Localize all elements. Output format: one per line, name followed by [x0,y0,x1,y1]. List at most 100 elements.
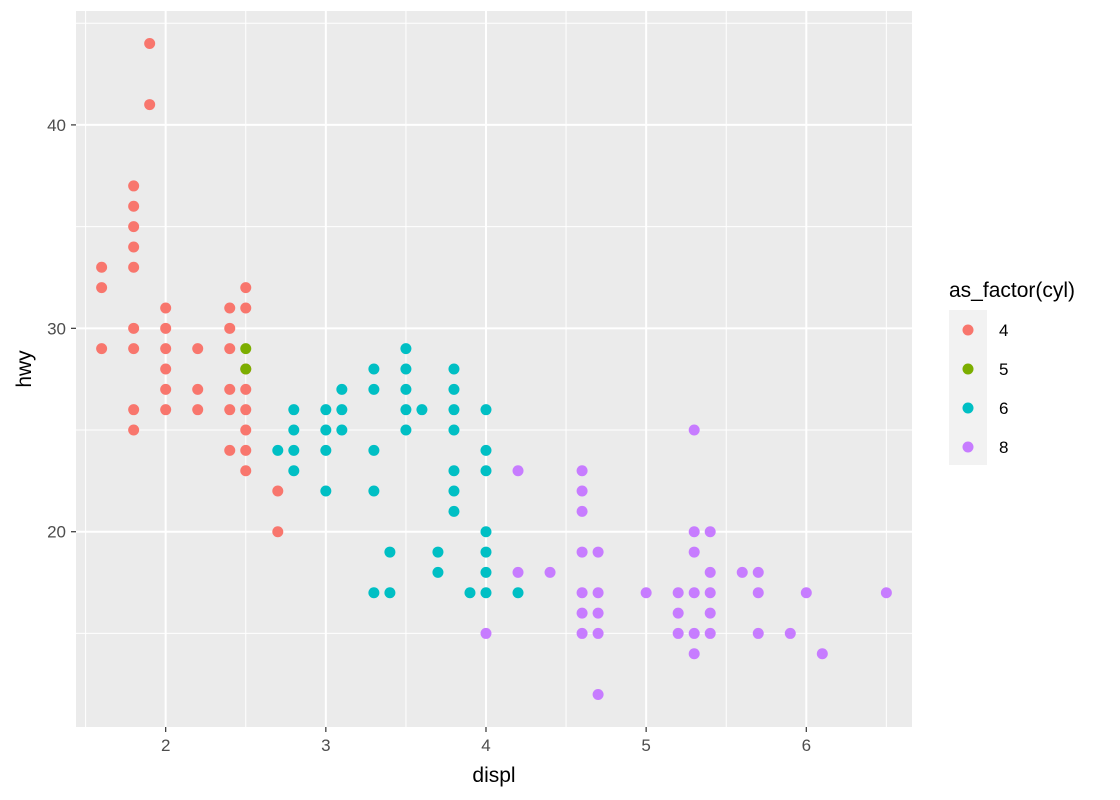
data-point-cyl-4 [128,200,140,212]
data-point-cyl-8 [688,627,700,639]
data-point-cyl-6 [288,465,300,477]
data-point-cyl-8 [704,566,716,578]
data-point-cyl-8 [480,627,492,639]
data-point-cyl-6 [480,526,492,538]
data-point-cyl-4 [224,444,236,456]
data-point-cyl-4 [224,343,236,355]
data-point-cyl-4 [160,322,172,334]
data-point-cyl-4 [128,343,140,355]
data-point-cyl-6 [320,444,332,456]
legend-title: as_factor(cyl) [949,279,1075,302]
data-point-cyl-8 [576,465,588,477]
data-point-cyl-6 [448,424,460,436]
data-point-cyl-4 [128,404,140,416]
data-point-cyl-4 [96,282,108,294]
data-point-cyl-8 [576,505,588,517]
data-point-cyl-8 [704,627,716,639]
data-point-cyl-4 [224,322,236,334]
legend-key-5 [962,363,974,375]
data-point-cyl-6 [368,587,380,599]
data-point-cyl-8 [704,526,716,538]
data-point-cyl-8 [752,627,764,639]
data-point-cyl-4 [144,38,156,50]
data-point-cyl-8 [704,587,716,599]
data-point-cyl-8 [688,526,700,538]
data-point-cyl-6 [368,383,380,395]
data-point-cyl-4 [192,404,204,416]
data-point-cyl-8 [672,627,684,639]
x-tick-label: 2 [161,736,170,755]
data-point-cyl-4 [272,485,284,497]
data-point-cyl-6 [416,404,428,416]
data-point-cyl-8 [576,607,588,619]
data-point-cyl-6 [512,587,524,599]
data-point-cyl-6 [368,363,380,375]
data-point-cyl-4 [128,241,140,253]
data-point-cyl-4 [128,261,140,273]
data-point-cyl-6 [336,424,348,436]
data-point-cyl-6 [336,383,348,395]
data-point-cyl-4 [224,383,236,395]
data-point-cyl-8 [576,546,588,558]
data-point-cyl-6 [448,465,460,477]
data-point-cyl-8 [640,587,652,599]
y-axis-title: hwy [13,350,36,388]
data-point-cyl-8 [576,627,588,639]
data-point-cyl-8 [592,607,604,619]
data-point-cyl-6 [320,424,332,436]
data-point-cyl-4 [224,404,236,416]
data-point-cyl-8 [592,627,604,639]
data-point-cyl-6 [480,404,492,416]
data-point-cyl-6 [288,404,300,416]
data-point-cyl-4 [224,302,236,314]
data-point-cyl-6 [400,363,412,375]
data-point-cyl-8 [704,607,716,619]
data-point-cyl-8 [672,587,684,599]
data-point-cyl-4 [240,444,252,456]
legend-key-6 [962,402,974,414]
y-axis: 20 30 40 [47,116,76,542]
data-point-cyl-6 [464,587,476,599]
data-point-cyl-8 [752,566,764,578]
data-point-cyl-6 [432,566,444,578]
legend: as_factor(cyl) 4 5 6 8 [949,279,1075,465]
data-point-cyl-4 [240,465,252,477]
data-point-cyl-4 [192,343,204,355]
legend-key-8 [962,441,974,453]
data-point-cyl-8 [880,587,892,599]
data-point-cyl-5 [240,343,252,355]
minor-gridlines [76,11,912,727]
data-point-cyl-6 [480,546,492,558]
y-tick-label: 30 [47,319,66,338]
x-tick-label: 3 [321,736,330,755]
data-point-cyl-8 [816,648,828,660]
data-point-cyl-8 [800,587,812,599]
major-gridlines [76,11,912,727]
data-point-cyl-4 [160,343,172,355]
data-point-cyl-6 [320,485,332,497]
data-point-cyl-4 [240,282,252,294]
data-point-cyl-4 [96,343,108,355]
data-point-cyl-8 [576,485,588,497]
data-point-cyl-8 [592,587,604,599]
data-point-cyl-4 [160,404,172,416]
data-point-cyl-8 [592,546,604,558]
data-point-cyl-6 [384,587,396,599]
data-point-cyl-8 [736,566,748,578]
data-point-cyl-4 [160,363,172,375]
x-tick-label: 5 [641,736,650,755]
data-point-cyl-6 [400,343,412,355]
y-tick-label: 40 [47,116,66,135]
data-point-cyl-8 [592,688,604,700]
data-point-cyl-6 [480,444,492,456]
data-point-cyl-6 [400,383,412,395]
data-point-cyl-6 [480,465,492,477]
data-point-cyl-4 [240,424,252,436]
data-point-cyl-6 [288,444,300,456]
data-point-cyl-4 [160,302,172,314]
data-point-cyl-8 [688,424,700,436]
data-point-cyl-8 [688,587,700,599]
data-point-cyl-4 [240,404,252,416]
data-point-cyl-4 [192,383,204,395]
